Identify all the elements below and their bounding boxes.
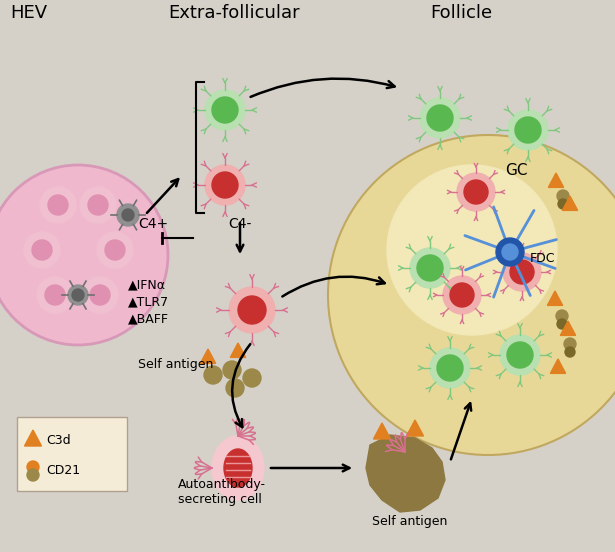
Text: ▲TLR7: ▲TLR7 — [128, 295, 169, 308]
Circle shape — [80, 187, 116, 223]
Circle shape — [502, 244, 518, 260]
Circle shape — [229, 287, 275, 333]
Circle shape — [72, 289, 84, 301]
Circle shape — [427, 105, 453, 131]
Circle shape — [507, 342, 533, 368]
Circle shape — [205, 165, 245, 205]
Text: C4-: C4- — [228, 217, 252, 231]
Text: CD21: CD21 — [46, 464, 80, 477]
Circle shape — [212, 172, 238, 198]
Text: Self antigen: Self antigen — [372, 515, 447, 528]
Polygon shape — [25, 430, 41, 446]
Polygon shape — [547, 291, 563, 305]
Circle shape — [82, 277, 118, 313]
Circle shape — [420, 98, 460, 138]
Circle shape — [557, 190, 569, 202]
Circle shape — [457, 173, 495, 211]
Polygon shape — [231, 343, 245, 357]
Circle shape — [27, 469, 39, 481]
Circle shape — [226, 379, 244, 397]
Circle shape — [105, 240, 125, 260]
Circle shape — [238, 296, 266, 324]
Circle shape — [27, 461, 39, 473]
Polygon shape — [550, 359, 566, 373]
Circle shape — [496, 238, 524, 266]
Circle shape — [556, 310, 568, 322]
Circle shape — [515, 117, 541, 143]
Circle shape — [204, 366, 222, 384]
Circle shape — [503, 253, 541, 291]
Circle shape — [0, 165, 168, 345]
Circle shape — [328, 135, 615, 455]
Circle shape — [40, 187, 76, 223]
Text: C3d: C3d — [46, 433, 71, 447]
FancyBboxPatch shape — [17, 417, 127, 491]
Circle shape — [205, 90, 245, 130]
Circle shape — [558, 199, 568, 209]
Circle shape — [410, 248, 450, 288]
Circle shape — [510, 260, 534, 284]
Circle shape — [464, 180, 488, 204]
Circle shape — [97, 232, 133, 268]
Circle shape — [417, 255, 443, 281]
Text: HEV: HEV — [10, 4, 47, 22]
Circle shape — [32, 240, 52, 260]
Polygon shape — [200, 349, 216, 363]
Circle shape — [557, 319, 567, 329]
Circle shape — [564, 338, 576, 350]
Circle shape — [45, 285, 65, 305]
Circle shape — [243, 369, 261, 387]
Polygon shape — [373, 423, 391, 439]
Circle shape — [450, 283, 474, 307]
Text: ▲BAFF: ▲BAFF — [128, 312, 169, 325]
Circle shape — [430, 348, 470, 388]
Text: FDC: FDC — [530, 252, 555, 265]
Text: Autoantibody-
secreting cell: Autoantibody- secreting cell — [178, 478, 266, 506]
Circle shape — [88, 195, 108, 215]
Circle shape — [117, 204, 139, 226]
Circle shape — [387, 165, 557, 335]
Ellipse shape — [224, 449, 252, 487]
Polygon shape — [549, 173, 564, 187]
Text: ▲IFNα: ▲IFNα — [128, 278, 166, 291]
Circle shape — [212, 97, 238, 123]
Circle shape — [90, 285, 110, 305]
Circle shape — [48, 195, 68, 215]
Circle shape — [223, 361, 241, 379]
Circle shape — [500, 335, 540, 375]
Polygon shape — [407, 420, 424, 436]
Text: C4+: C4+ — [138, 217, 168, 231]
Circle shape — [68, 285, 88, 305]
Polygon shape — [560, 321, 576, 336]
Circle shape — [37, 277, 73, 313]
Circle shape — [122, 209, 134, 221]
Circle shape — [565, 347, 575, 357]
Circle shape — [24, 232, 60, 268]
Text: Self antigen: Self antigen — [138, 358, 213, 371]
Ellipse shape — [212, 436, 264, 500]
Circle shape — [508, 110, 548, 150]
Polygon shape — [562, 196, 577, 210]
Circle shape — [437, 355, 463, 381]
Polygon shape — [366, 435, 445, 512]
Circle shape — [443, 276, 481, 314]
Text: Extra-follicular: Extra-follicular — [168, 4, 300, 22]
Text: Follicle: Follicle — [430, 4, 492, 22]
Text: GC: GC — [505, 163, 528, 178]
